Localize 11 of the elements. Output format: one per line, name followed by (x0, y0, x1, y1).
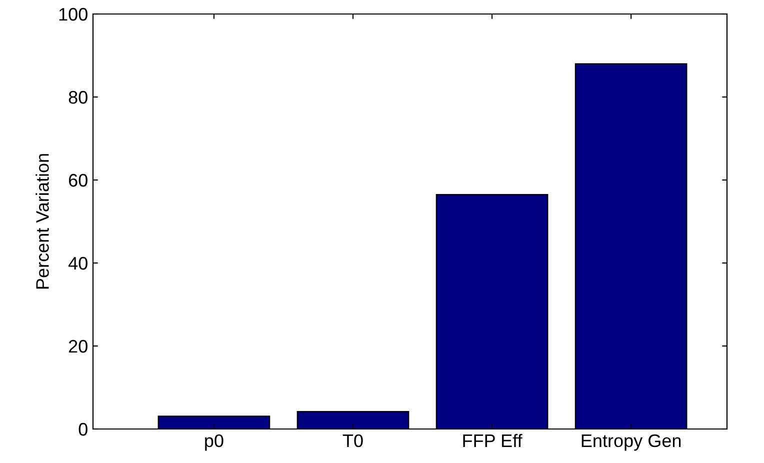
y-tick-label: 0 (78, 422, 88, 436)
x-tick-label: Entropy Gen (582, 434, 681, 451)
x-tick-label: T0 (342, 434, 363, 448)
y-tick-label: 60 (68, 174, 88, 187)
x-tick-label: FFP Eff (463, 434, 522, 447)
y-axis-title: Percent Variation (36, 154, 49, 289)
y-tick-label: 40 (68, 256, 88, 270)
y-tick-label: 80 (68, 90, 88, 104)
y-tick-label: 100 (59, 8, 88, 21)
x-tick-label: p0 (205, 434, 224, 451)
y-tick-label: 20 (68, 340, 88, 353)
